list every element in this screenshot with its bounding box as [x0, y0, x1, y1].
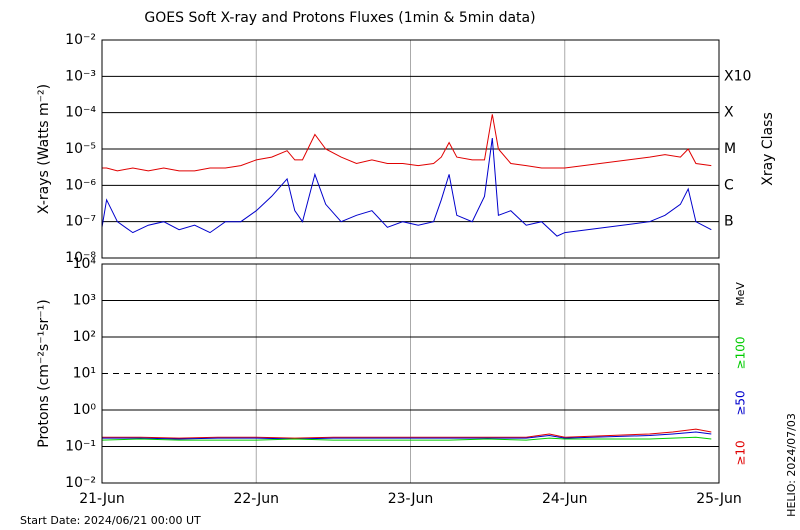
y2-tick-label: M: [724, 141, 736, 157]
y-tick-label: 10⁻²: [65, 32, 96, 48]
y-tick-label: 10⁻³: [65, 68, 96, 84]
x-tick-label: 25-Jun: [696, 491, 742, 507]
y-tick-label: 10⁻⁵: [65, 141, 96, 157]
start-date: Start Date: 2024/06/21 00:00 UT: [20, 514, 201, 527]
y-axis-label: Protons (cm⁻²s⁻¹sr⁻¹): [36, 299, 52, 448]
x-tick-label: 22-Jun: [233, 491, 279, 507]
x-tick-label: 23-Jun: [388, 491, 434, 507]
legend-entry: ≥100: [734, 337, 748, 370]
y2-tick-label: X: [724, 105, 734, 121]
legend-entry: ≥50: [734, 390, 748, 415]
y-axis-label: X-rays (Watts m⁻²): [36, 84, 52, 214]
y2-tick-label: C: [724, 177, 734, 193]
y-tick-label: 10⁴: [73, 256, 97, 272]
legend-title: MeV: [734, 282, 747, 306]
y-tick-label: 10⁻²: [65, 475, 96, 491]
series-line: [102, 428, 712, 439]
y-tick-label: 10⁻⁴: [65, 105, 96, 121]
series-line: [102, 114, 712, 172]
plot-frame: [101, 263, 720, 484]
legend-entry: ≥10: [734, 440, 748, 465]
y-tick-label: 10¹: [73, 366, 96, 382]
series-line: [101, 138, 712, 237]
x-tick-label: 24-Jun: [542, 491, 588, 507]
y-tick-label: 10⁻¹: [65, 439, 96, 455]
y2-tick-label: X10: [724, 68, 751, 84]
y-tick-label: 10³: [73, 293, 96, 309]
chart-title: GOES Soft X-ray and Protons Fluxes (1min…: [144, 10, 535, 26]
y-tick-label: 10⁰: [73, 402, 97, 418]
series-line: [101, 436, 712, 441]
x-tick-label: 21-Jun: [79, 491, 125, 507]
y2-axis-label: Xray Class: [760, 112, 776, 186]
series-line: [102, 431, 712, 440]
y-tick-label: 10⁻⁷: [65, 214, 96, 230]
y-tick-label: 10⁻⁸: [65, 250, 96, 266]
plot-frame: [101, 39, 720, 259]
y-tick-label: 10²: [73, 329, 96, 345]
credit: HELIO: 2024/07/03: [785, 413, 798, 517]
y-tick-label: 10⁻⁶: [65, 177, 96, 193]
y2-tick-label: B: [724, 214, 734, 230]
